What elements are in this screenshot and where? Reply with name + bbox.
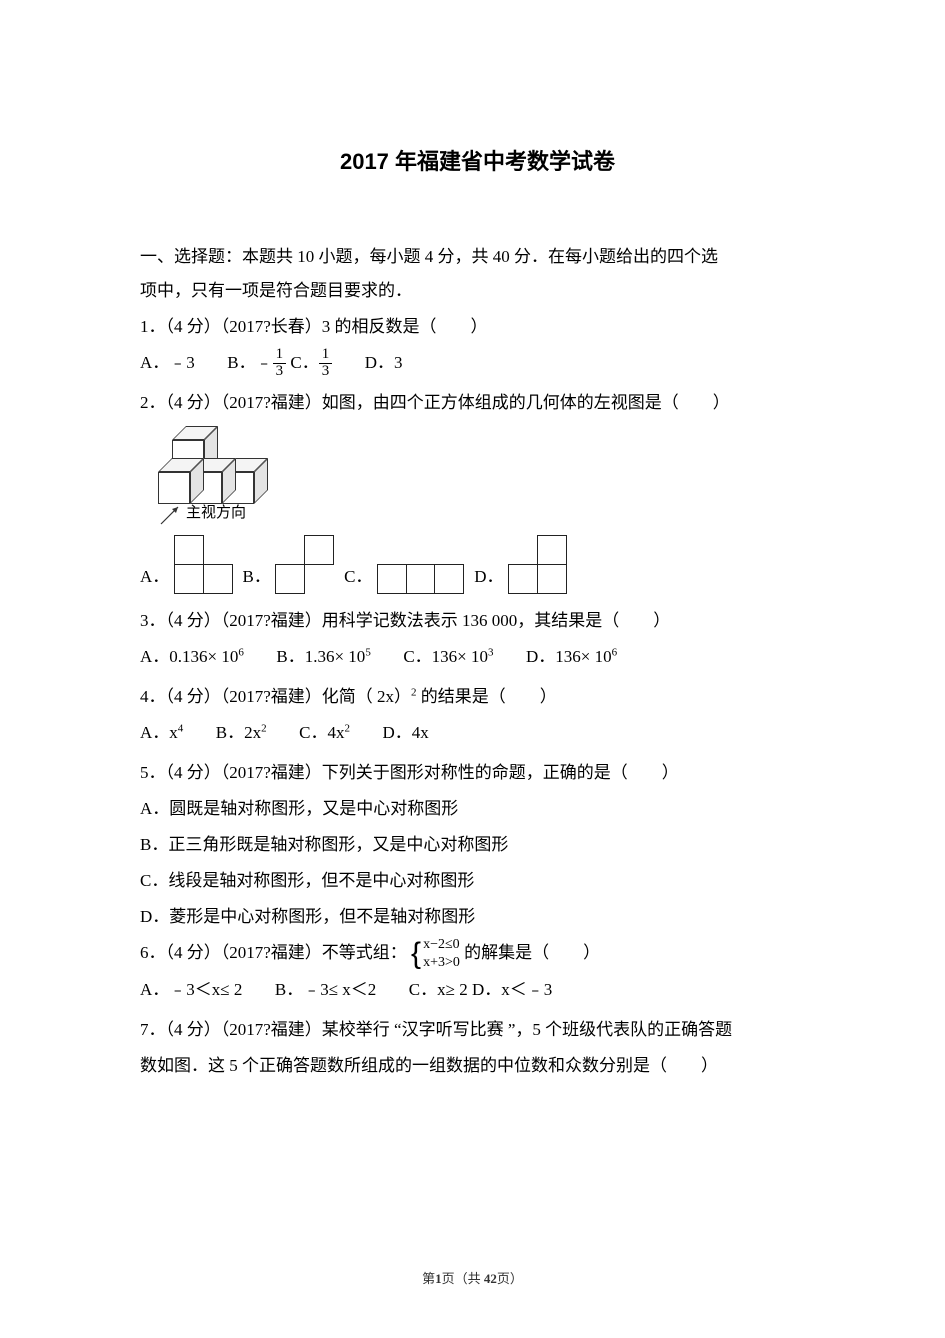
q6-C: C．x≥ 2 — [409, 980, 468, 999]
q3-C-exp: 3 — [488, 646, 494, 658]
q2-D-label: D． — [474, 560, 503, 594]
q3-D: D．136× 10 — [526, 647, 612, 666]
q6-options: A．﹣3＜x≤ 2 B．﹣3≤ x＜2 C．x≥ 2 D．x＜﹣3 — [140, 973, 815, 1007]
q1-D: D．3 — [365, 353, 403, 372]
q6-pre: 6．（4 分）（2017?福建）不等式组： — [140, 943, 407, 962]
footer-pre: 第 — [422, 1271, 435, 1286]
q3-stem: 3．（4 分）（2017?福建）用科学记数法表示 136 000，其结果是（ ） — [140, 604, 815, 638]
q4-stem: 4．（4 分）（2017?福建）化简（ 2x）2 的结果是（ ） — [140, 680, 815, 714]
q4-A: A．x — [140, 723, 178, 742]
q3-B: B．1.36× 10 — [276, 647, 365, 666]
q3-B-exp: 5 — [365, 646, 371, 658]
footer-total: 42 — [484, 1271, 497, 1286]
q2-arrow-label: 主视方向 — [186, 505, 246, 521]
q1-A: A．﹣3 — [140, 353, 195, 372]
q5-stem: 5．（4 分）（2017?福建）下列关于图形对称性的命题，正确的是（ ） — [140, 756, 815, 790]
q4-A-exp: 4 — [178, 722, 184, 734]
q5-D: D．菱形是中心对称图形，但不是轴对称图形 — [140, 900, 815, 934]
q1-stem: 1．（4 分）（2017?长春）3 的相反数是（ ） — [140, 310, 815, 344]
q4-B: B．2x — [216, 723, 261, 742]
footer-mid: 页（共 — [442, 1271, 484, 1286]
q4-B-exp: 2 — [261, 722, 267, 734]
arrow-icon — [158, 501, 184, 527]
q4-stem-b: 的结果是（ ） — [417, 687, 557, 706]
q2-A-shape — [175, 536, 232, 593]
left-brace-icon: { — [411, 939, 421, 969]
fraction-icon: 13 — [319, 347, 333, 380]
q5-C: C．线段是轴对称图形，但不是中心对称图形 — [140, 864, 815, 898]
q3-options: A．0.136× 106 B．1.36× 105 C．136× 103 D．13… — [140, 640, 815, 674]
page-footer: 第1页（共 42页） — [0, 1266, 945, 1292]
q3-A-exp: 6 — [238, 646, 244, 658]
q3-A: A．0.136× 10 — [140, 647, 238, 666]
q2-figure: 主视方向 — [158, 426, 815, 528]
q6-A: A．﹣3＜x≤ 2 — [140, 980, 242, 999]
footer-post: 页） — [497, 1271, 523, 1286]
q6-B: B．﹣3≤ x＜2 — [275, 980, 376, 999]
q3-D-exp: 6 — [612, 646, 618, 658]
q6-post: 的解集是（ ） — [464, 943, 600, 962]
q2-C-shape — [378, 565, 464, 594]
q5-A: A．圆既是轴对称图形，又是中心对称图形 — [140, 792, 815, 826]
q1-options: A．﹣3 B．﹣13 C．13 D．3 — [140, 346, 815, 380]
section-line2: 项中，只有一项是符合题目要求的． — [140, 281, 412, 300]
fraction-icon: 13 — [273, 347, 287, 380]
section-heading: 一、选择题：本题共 10 小题，每小题 4 分，共 40 分．在每小题给出的四个… — [140, 240, 815, 308]
q4-stem-a: 4．（4 分）（2017?福建）化简（ 2x） — [140, 687, 411, 706]
q2-options: A． B． C． D． — [140, 536, 815, 593]
q6-D: D．x＜﹣3 — [472, 980, 552, 999]
q2-D-shape — [510, 536, 567, 593]
inequality-system: { x−2≤0 x+3>0 — [411, 936, 460, 971]
q2-stem: 2．（4 分）（2017?福建）如图，由四个正方体组成的几何体的左视图是（ ） — [140, 386, 815, 420]
section-line1: 一、选择题：本题共 10 小题，每小题 4 分，共 40 分．在每小题给出的四个… — [140, 247, 718, 266]
q2-A-label: A． — [140, 560, 169, 594]
q6-stem: 6．（4 分）（2017?福建）不等式组： { x−2≤0 x+3>0 的解集是… — [140, 936, 815, 972]
q6-line1: x−2≤0 — [423, 937, 460, 952]
q5-B: B．正三角形既是轴对称图形，又是中心对称图形 — [140, 828, 815, 862]
q2-B-label: B． — [243, 560, 271, 594]
q4-options: A．x4 B．2x2 C．4x2 D．4x — [140, 716, 815, 750]
q3-C: C．136× 10 — [403, 647, 488, 666]
q4-C-exp: 2 — [344, 722, 350, 734]
q1-C: C． — [290, 353, 318, 372]
page-title: 2017 年福建省中考数学试卷 — [140, 140, 815, 184]
q2-B-shape — [277, 536, 334, 593]
q6-line2: x+3>0 — [423, 955, 460, 970]
q1-B: B．﹣ — [227, 353, 272, 372]
q4-D: D．4x — [382, 723, 428, 742]
q7-line1: 7．（4 分）（2017?福建）某校举行 “汉字听写比赛 ”，5 个班级代表队的… — [140, 1013, 815, 1047]
q2-C-label: C． — [344, 560, 372, 594]
q7-line2: 数如图．这 5 个正确答题数所组成的一组数据的中位数和众数分别是（ ） — [140, 1049, 815, 1083]
q4-C: C．4x — [299, 723, 344, 742]
